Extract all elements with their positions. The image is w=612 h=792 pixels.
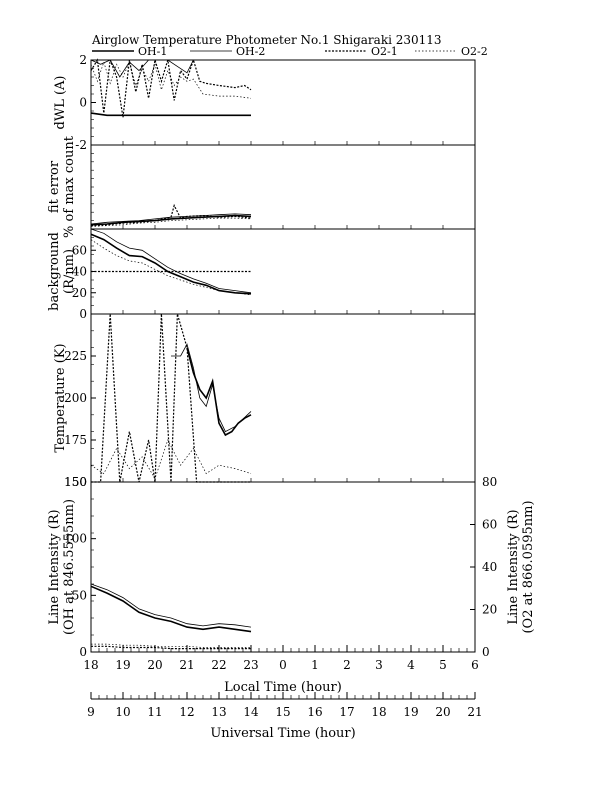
axis-tick-label: 13: [211, 705, 226, 719]
local-time-axis: 18 19 20 21 22 23 0 1 2 3 4 5 6: [83, 645, 479, 672]
series-o2-2: [90, 60, 252, 99]
axis-tick-label: 9: [87, 705, 95, 719]
panel-frame: [90, 144, 476, 230]
y-tick-label: -2: [75, 138, 87, 152]
y-right-label-2: (O2 at 866.0595nm): [521, 500, 536, 633]
axis-tick-label: 0: [279, 658, 287, 672]
y-right-tick-label: 40: [482, 560, 497, 574]
series-oh-1: [186, 347, 252, 437]
y-tick-label: 200: [64, 391, 87, 405]
y-tick-label: 0: [79, 96, 87, 110]
series-o2-2: [90, 439, 252, 480]
axis-tick-label: 22: [211, 658, 226, 672]
axis-tick-label: 21: [179, 658, 194, 672]
y-tick-label: 225: [64, 349, 87, 363]
series-oh-1: [90, 214, 252, 226]
legend-entry-o2-2: O2-2: [461, 45, 488, 58]
y-label-2: % of max count: [62, 135, 77, 238]
y-label-2: (R/nm): [62, 249, 77, 294]
panel-1: 2 0 -2 dWL (A): [53, 53, 476, 152]
y-right-label: Line Intensity (R): [506, 509, 521, 624]
axis-tick-label: 4: [407, 658, 415, 672]
y-right-tick-label: 60: [482, 518, 497, 532]
series-oh-1: [90, 585, 252, 633]
y-tick-label: 40: [72, 265, 87, 279]
y-label: dWL (A): [53, 76, 68, 130]
y-tick-label: 0: [79, 645, 87, 659]
y-right-tick-label: 0: [482, 645, 490, 659]
series-o2-1: [91, 313, 251, 483]
panel-frame: [90, 59, 476, 146]
axis-tick-label: 11: [147, 705, 162, 719]
panel-frame: [90, 313, 476, 483]
axis-tick-label: 1: [311, 658, 319, 672]
axis-tick-label: 18: [371, 705, 386, 719]
local-time-label: Local Time (hour): [224, 680, 342, 695]
axis-tick-label: 23: [243, 658, 258, 672]
axis-tick-label: 3: [375, 658, 383, 672]
series-o2-2: [91, 643, 251, 648]
axis-tick-label: 14: [243, 705, 259, 719]
y-tick-label: 20: [72, 286, 87, 300]
y-right-tick-label: 20: [482, 603, 497, 617]
y-tick-label: 150: [64, 475, 87, 489]
legend-entry-oh-1: OH-1: [138, 45, 167, 58]
y-label: Line Intensity (R): [47, 509, 62, 624]
series-o2-1: [91, 645, 251, 650]
ut-label: Universal Time (hour): [210, 726, 355, 741]
y-tick-label: 150: [64, 475, 87, 489]
legend: OH-1 OH-2 O2-1 O2-2: [92, 45, 488, 58]
ut-axis: 9 10 11 12 13 14 15 16 17 18 19 20 21: [87, 692, 483, 719]
axis-tick-label: 20: [147, 658, 162, 672]
series-o2-1: [90, 203, 252, 227]
y-label: fit error: [47, 160, 62, 213]
panel-frame: [90, 481, 476, 653]
axis-tick-label: 5: [439, 658, 447, 672]
y-tick-label: 100: [64, 532, 87, 546]
axis-tick-label: 12: [179, 705, 194, 719]
panel-4: 225 200 175 150 Temperature (K): [53, 313, 476, 489]
axis-tick-label: 18: [83, 658, 98, 672]
axis-tick-label: 21: [467, 705, 482, 719]
axis-tick-label: 20: [435, 705, 450, 719]
y-label-2: (OH at 846.5555nm): [62, 499, 77, 635]
legend-entry-o2-1: O2-1: [371, 45, 398, 58]
series-oh-2: [90, 583, 252, 628]
y-tick-label: 50: [72, 588, 87, 602]
series-oh-2: [90, 228, 252, 294]
panel-2: fit error% of max count: [47, 135, 476, 238]
series-oh-2: [90, 59, 251, 78]
series-oh-1: [90, 112, 251, 117]
axis-tick-label: 19: [403, 705, 418, 719]
axis-tick-label: 6: [471, 658, 479, 672]
series-o2-2: [90, 217, 252, 227]
legend-entry-oh-2: OH-2: [236, 45, 265, 58]
y-tick-label: 0: [79, 307, 87, 321]
series-oh-2: [171, 343, 252, 433]
axis-tick-label: 19: [115, 658, 130, 672]
y-right-tick-label: 80: [482, 475, 497, 489]
axis-tick-label: 17: [339, 705, 354, 719]
axis-tick-label: 10: [115, 705, 130, 719]
chart-title: Airglow Temperature Photometer No.1 Shig…: [91, 33, 442, 47]
panel-3: 60 40 20 0 background (R/nm): [47, 228, 476, 321]
y-tick-label: 60: [72, 243, 87, 257]
y-tick-label: 2: [79, 53, 87, 67]
axis-tick-label: 2: [343, 658, 351, 672]
y-label: Temperature (K): [53, 343, 68, 452]
y-tick-label: 175: [64, 433, 87, 447]
axis-tick-label: 15: [275, 705, 290, 719]
series-o2-1: [90, 58, 252, 118]
series-oh-1: [90, 233, 252, 295]
axis-tick-label: 16: [307, 705, 322, 719]
y-label: background: [47, 232, 62, 311]
